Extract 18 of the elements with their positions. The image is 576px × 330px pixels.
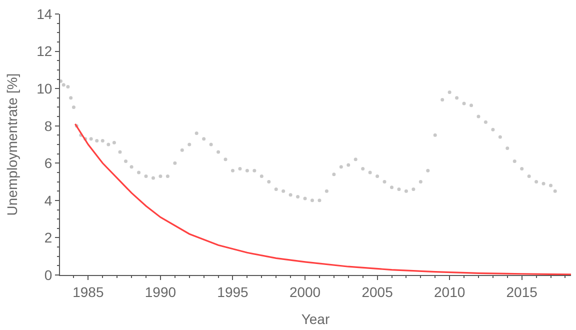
x-axis-title: Year <box>301 311 330 328</box>
y-tick-label: 6 <box>44 155 52 172</box>
y-axis-title: Unemploymentrate [%] <box>4 73 20 216</box>
y-tick-label: 2 <box>44 230 52 246</box>
x-tick-label: 2015 <box>506 284 538 300</box>
y-tick-label: 14 <box>36 6 52 22</box>
x-tick-label: 1990 <box>144 284 176 300</box>
y-tick-label: 8 <box>44 118 52 134</box>
x-tick-label: 2010 <box>434 284 466 300</box>
y-tick-label: 12 <box>36 43 52 60</box>
x-tick-label: 1995 <box>217 284 249 300</box>
x-tick-label: 2000 <box>289 284 321 300</box>
y-tick-label: 4 <box>44 192 52 208</box>
line-series <box>74 123 571 275</box>
y-tick-label: 10 <box>36 80 52 96</box>
x-tick-label: 2005 <box>362 284 394 300</box>
x-tick-label: 1985 <box>72 284 104 300</box>
y-tick-label: 0 <box>44 266 52 283</box>
